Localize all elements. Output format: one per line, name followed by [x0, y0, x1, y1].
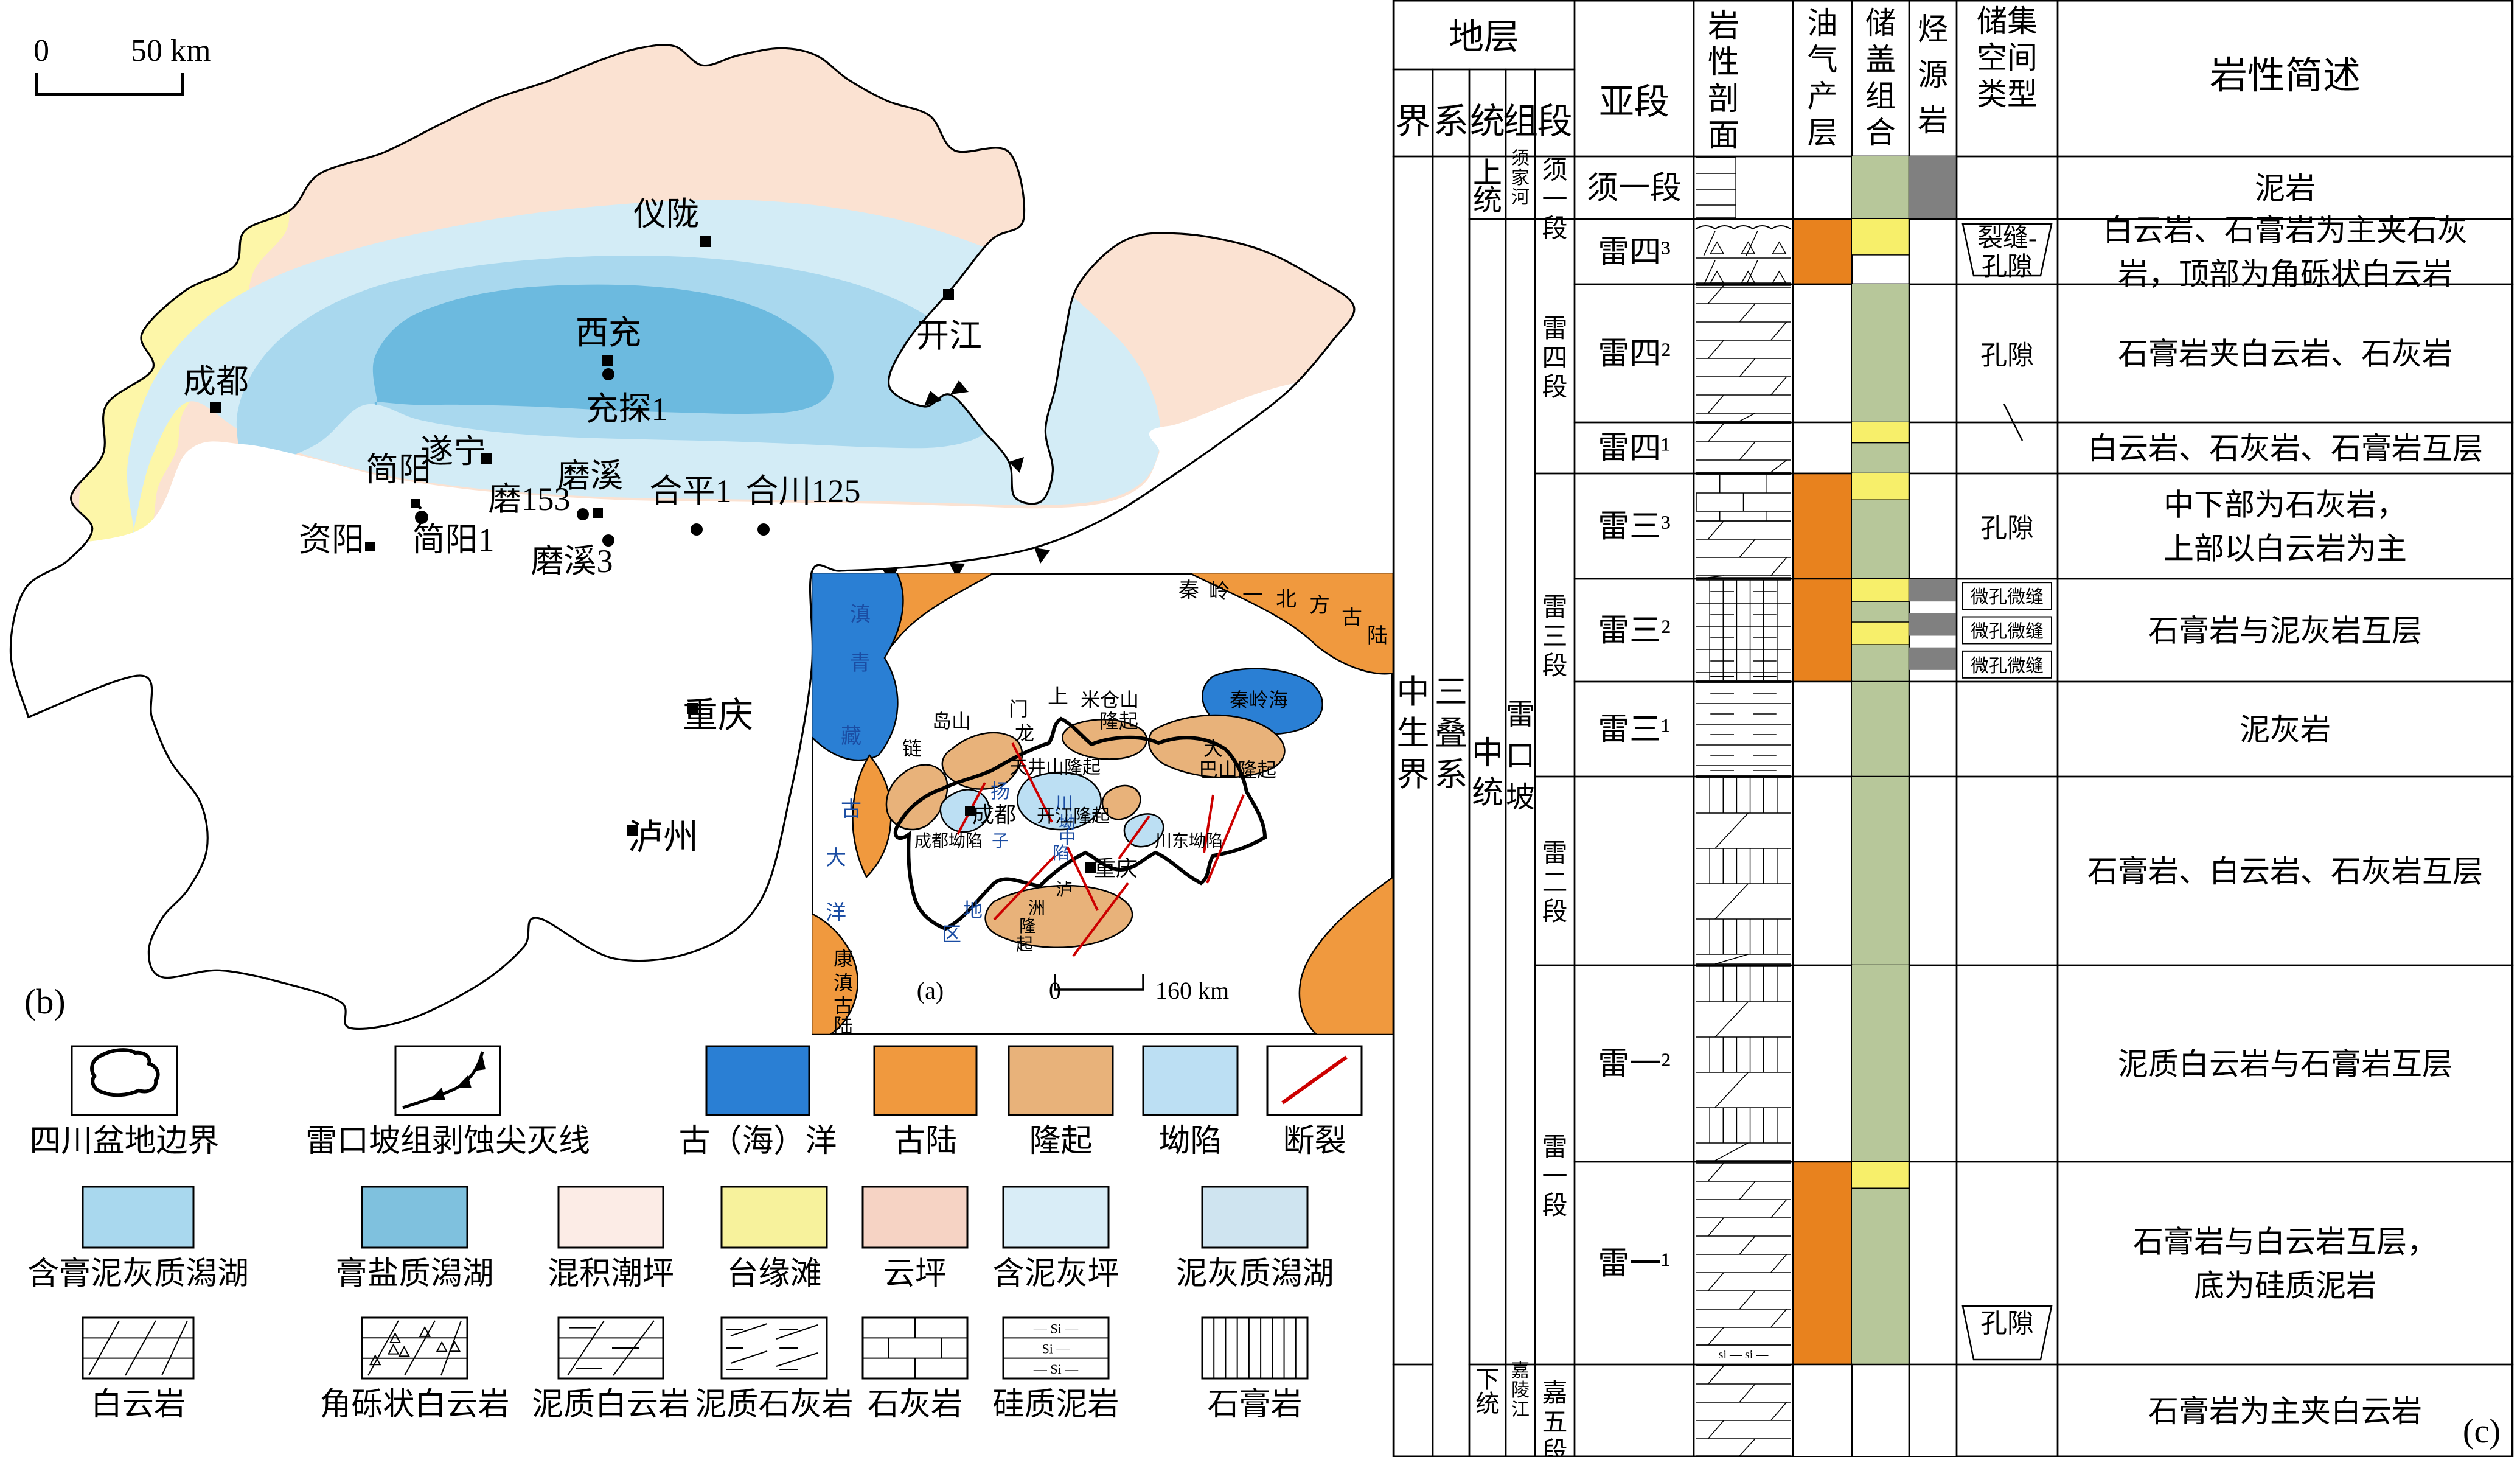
- svg-text:烃: 烃: [1918, 12, 1948, 46]
- svg-text:四: 四: [1542, 344, 1567, 372]
- svg-text:雷三²: 雷三²: [1598, 614, 1671, 649]
- svg-text:(c): (c): [2463, 1413, 2501, 1450]
- svg-text:河: 河: [1511, 187, 1530, 208]
- svg-text:孔隙: 孔隙: [1980, 341, 2034, 371]
- svg-text:一: 一: [1542, 186, 1567, 214]
- svg-text:段: 段: [1537, 102, 1572, 141]
- svg-text:产: 产: [1808, 79, 1838, 113]
- svg-text:界: 界: [1397, 756, 1430, 793]
- svg-text:界: 界: [1395, 102, 1430, 141]
- svg-text:岩，顶部为角砾状白云岩: 岩，顶部为角砾状白云岩: [2118, 257, 2452, 292]
- svg-text:下: 下: [1475, 1366, 1500, 1393]
- svg-text:须: 须: [1542, 157, 1567, 185]
- svg-text:统: 统: [1473, 184, 1502, 217]
- svg-text:段: 段: [1542, 1438, 1567, 1457]
- svg-text:雷: 雷: [1542, 594, 1567, 622]
- svg-text:微孔微缝: 微孔微缝: [1971, 622, 2044, 642]
- svg-text:白云岩、石膏岩为主夹石灰: 白云岩、石膏岩为主夹石灰: [2103, 214, 2468, 248]
- svg-text:上部以白云岩为主: 上部以白云岩为主: [2163, 532, 2407, 566]
- svg-text:孔隙: 孔隙: [1980, 1309, 2034, 1338]
- svg-text:亚段: 亚段: [1599, 82, 1669, 122]
- svg-text:段: 段: [1542, 374, 1567, 402]
- svg-text:石膏岩与白云岩互层，: 石膏岩与白云岩互层，: [2133, 1225, 2437, 1259]
- svg-text:岩: 岩: [1918, 103, 1948, 138]
- svg-text:中: 中: [1397, 674, 1430, 710]
- svg-text:雷: 雷: [1542, 840, 1567, 868]
- svg-text:嘉: 嘉: [1511, 1361, 1530, 1381]
- svg-text:江: 江: [1511, 1400, 1530, 1420]
- svg-text:五: 五: [1542, 1409, 1567, 1437]
- svg-text:二: 二: [1542, 869, 1567, 897]
- svg-text:孔隙: 孔隙: [1982, 253, 2033, 281]
- svg-text:中下部为石灰岩，: 中下部为石灰岩，: [2163, 488, 2407, 522]
- svg-text:系: 系: [1435, 756, 1467, 793]
- svg-text:统: 统: [1472, 776, 1503, 811]
- svg-text:储集: 储集: [1977, 4, 2038, 38]
- svg-text:陵: 陵: [1511, 1380, 1530, 1400]
- svg-text:盖: 盖: [1865, 43, 1896, 77]
- svg-text:一: 一: [1542, 1163, 1567, 1191]
- svg-text:雷: 雷: [1542, 1134, 1567, 1162]
- svg-text:微孔微缝: 微孔微缝: [1971, 656, 2044, 676]
- svg-text:雷三³: 雷三³: [1598, 510, 1671, 545]
- svg-text:微孔微缝: 微孔微缝: [1971, 587, 2044, 607]
- svg-text:石膏岩、白云岩、石灰岩互层: 石膏岩、白云岩、石灰岩互层: [2087, 854, 2483, 889]
- svg-text:裂缝-: 裂缝-: [1977, 225, 2037, 253]
- svg-text:孔隙: 孔隙: [1980, 514, 2034, 543]
- svg-text:岩: 岩: [1708, 9, 1739, 44]
- svg-text:中: 中: [1472, 736, 1503, 771]
- svg-text:类型: 类型: [1977, 77, 2038, 111]
- svg-text:性: 性: [1708, 46, 1739, 80]
- svg-text:统: 统: [1475, 1390, 1500, 1417]
- svg-text:白云岩、石灰岩、石膏岩互层: 白云岩、石灰岩、石膏岩互层: [2087, 432, 2483, 466]
- svg-text:合: 合: [1865, 116, 1896, 150]
- svg-text:口: 口: [1506, 740, 1535, 772]
- svg-text:系: 系: [1433, 102, 1469, 141]
- svg-text:组: 组: [1503, 102, 1538, 141]
- svg-text:统: 统: [1470, 102, 1505, 141]
- svg-text:源: 源: [1918, 58, 1948, 92]
- svg-text:泥岩: 泥岩: [2255, 172, 2316, 206]
- svg-text:泥质白云岩与石膏岩互层: 泥质白云岩与石膏岩互层: [2118, 1047, 2452, 1081]
- svg-text:组: 组: [1865, 79, 1896, 113]
- svg-text:雷一²: 雷一²: [1598, 1047, 1671, 1082]
- svg-text:空间: 空间: [1977, 41, 2038, 75]
- svg-text:雷四²: 雷四²: [1598, 337, 1671, 372]
- svg-text:石膏岩夹白云岩、石灰岩: 石膏岩夹白云岩、石灰岩: [2118, 337, 2452, 371]
- svg-text:三: 三: [1435, 674, 1467, 710]
- svg-text:坡: 坡: [1506, 781, 1535, 814]
- svg-text:气: 气: [1808, 43, 1838, 77]
- svg-text:石膏岩与泥灰岩互层: 石膏岩与泥灰岩互层: [2148, 614, 2422, 648]
- svg-text:泥灰岩: 泥灰岩: [2240, 713, 2331, 747]
- svg-text:雷一¹: 雷一¹: [1598, 1247, 1671, 1282]
- svg-text:雷: 雷: [1506, 699, 1535, 731]
- svg-text:须一段: 须一段: [1587, 172, 1682, 206]
- svg-text:段: 段: [1542, 652, 1567, 680]
- svg-text:嘉: 嘉: [1542, 1380, 1567, 1408]
- svg-text:石膏岩为主夹白云岩: 石膏岩为主夹白云岩: [2148, 1394, 2422, 1428]
- svg-text:雷四¹: 雷四¹: [1598, 432, 1671, 466]
- svg-text:岩性简述: 岩性简述: [2210, 55, 2361, 97]
- svg-text:生: 生: [1397, 715, 1430, 752]
- svg-text:油: 油: [1808, 6, 1838, 40]
- svg-text:段: 段: [1542, 898, 1567, 926]
- svg-text:三: 三: [1542, 623, 1567, 651]
- svg-text:剖: 剖: [1708, 82, 1739, 117]
- svg-text:雷四³: 雷四³: [1598, 236, 1671, 270]
- svg-text:叠: 叠: [1435, 715, 1467, 752]
- svg-text:si — si —: si — si —: [1719, 1348, 1769, 1361]
- svg-text:层: 层: [1808, 116, 1838, 150]
- svg-text:面: 面: [1708, 119, 1739, 153]
- svg-text:须: 须: [1511, 148, 1530, 169]
- svg-text:雷: 雷: [1542, 315, 1567, 343]
- svg-text:储: 储: [1865, 6, 1896, 40]
- svg-text:段: 段: [1542, 1192, 1567, 1220]
- svg-text:底为硅质泥岩: 底为硅质泥岩: [2194, 1269, 2376, 1303]
- svg-text:地层: 地层: [1449, 17, 1519, 57]
- svg-text:家: 家: [1511, 168, 1530, 188]
- svg-text:雷三¹: 雷三¹: [1598, 713, 1671, 747]
